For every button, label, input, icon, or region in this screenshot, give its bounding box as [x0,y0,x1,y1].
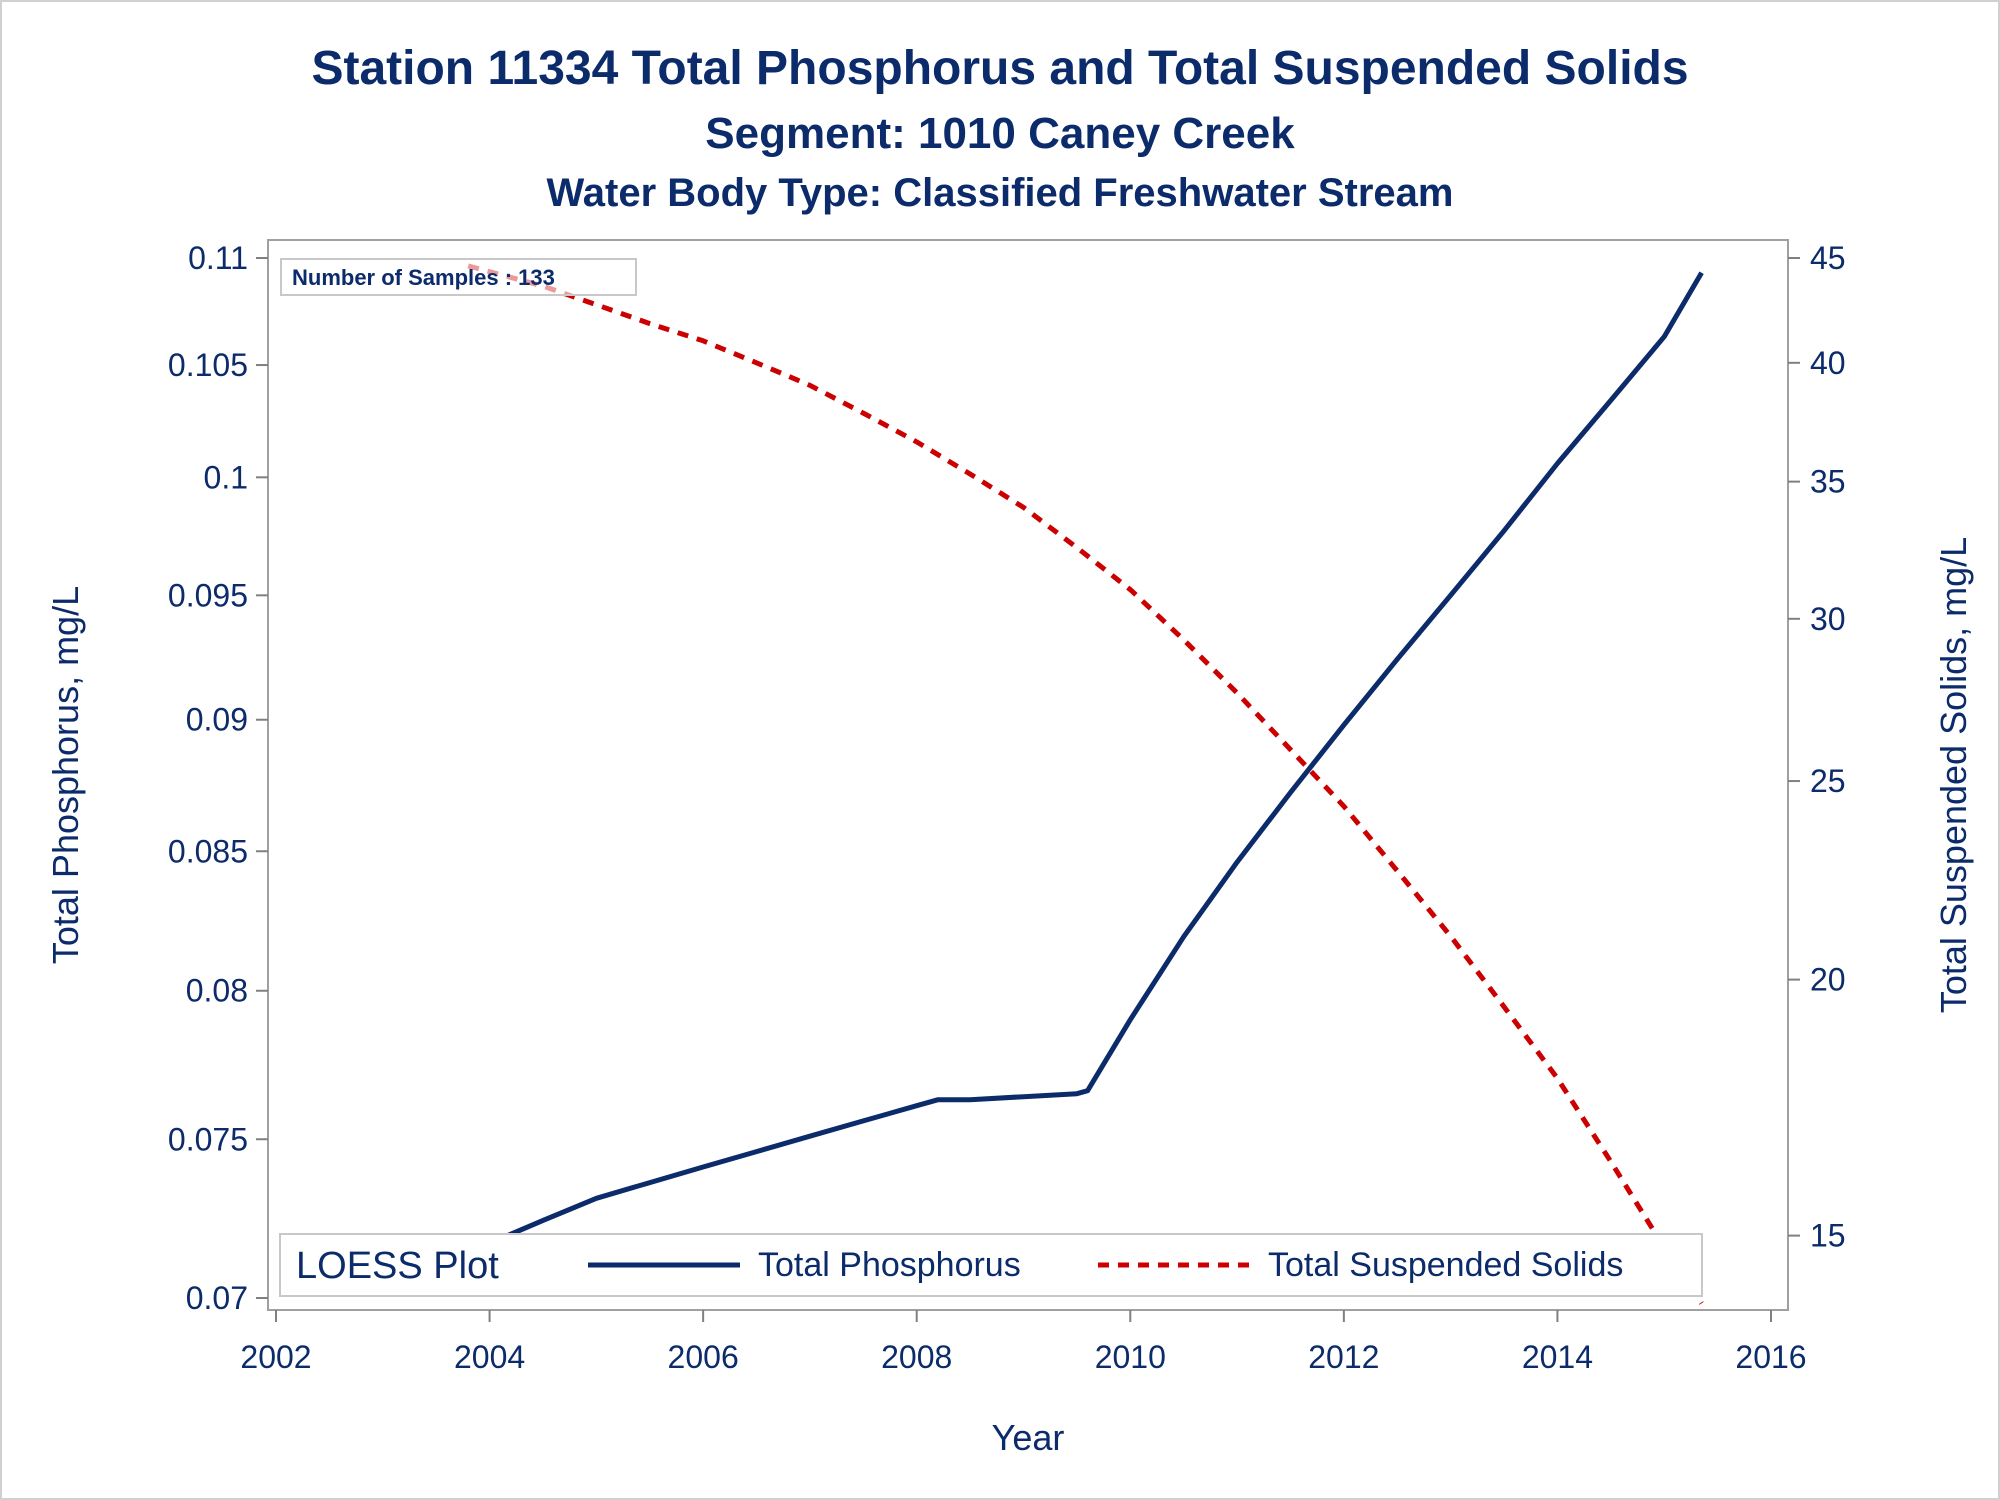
x-tick-label: 2010 [1095,1339,1166,1375]
left-y-tick-label: 0.09 [186,702,248,738]
left-y-axis-label: Total Phosphorus, mg/L [45,586,86,964]
series-layer [467,263,1704,1305]
right-y-tick-label: 20 [1810,962,1846,998]
right-y-tick-label: 40 [1810,345,1846,381]
x-tick-label: 2006 [668,1339,739,1375]
right-y-tick-label: 25 [1810,763,1846,799]
legend-label-total-suspended-solids: Total Suspended Solids [1268,1246,1623,1284]
left-y-tick-label: 0.095 [168,577,248,613]
right-y-tick-label: 15 [1810,1218,1846,1254]
right-y-tick-label: 30 [1810,601,1846,637]
left-y-tick-label: 0.075 [168,1121,248,1157]
x-tick-label: 2004 [454,1339,525,1375]
series-line-total-phosphorus [467,271,1704,1255]
chart-subtitle-2: Water Body Type: Classified Freshwater S… [547,171,1454,215]
legend-label-total-phosphorus: Total Phosphorus [758,1246,1021,1284]
right-y-axis-label: Total Suspended Solids, mg/L [1933,537,1974,1013]
left-y-tick-label: 0.08 [186,973,248,1009]
plot-area [267,239,1789,1311]
x-tick-label: 2016 [1735,1339,1806,1375]
x-axis: 2002 2004 2006 2008 2010 2012 2014 2016 [240,1310,1807,1375]
chart-title: Station 11334 Total Phosphorus and Total… [311,42,1688,95]
series-line-total-suspended-solids [467,263,1704,1305]
x-tick-label: 2002 [240,1339,311,1375]
x-tick-label: 2012 [1308,1339,1379,1375]
legend-box [279,1233,1703,1297]
right-y-axis: 15 20 25 30 35 40 45 [1788,240,1846,1254]
x-tick-label: 2008 [881,1339,952,1375]
left-y-tick-label: 0.07 [186,1280,248,1316]
left-y-tick-label: 0.1 [204,459,248,495]
left-y-tick-label: 0.085 [168,833,248,869]
x-tick-label: 2014 [1522,1339,1593,1375]
right-y-tick-label: 45 [1810,240,1846,276]
chart-subtitle: Segment: 1010 Caney Creek [705,109,1295,158]
right-y-tick-label: 35 [1810,464,1846,500]
legend: LOESS Plot Total Phosphorus Total Suspen… [279,1233,1703,1297]
left-y-tick-label: 0.105 [168,347,248,383]
left-y-tick-label: 0.11 [188,240,248,276]
x-axis-label: Year [992,1417,1065,1458]
legend-title: LOESS Plot [296,1245,499,1287]
samples-annotation-box [280,258,637,296]
samples-annotation: Number of Samples : 133 [292,265,555,290]
left-y-axis: 0.07 0.075 0.08 0.085 0.09 0.095 0.1 0.105 0.11 [168,240,268,1316]
